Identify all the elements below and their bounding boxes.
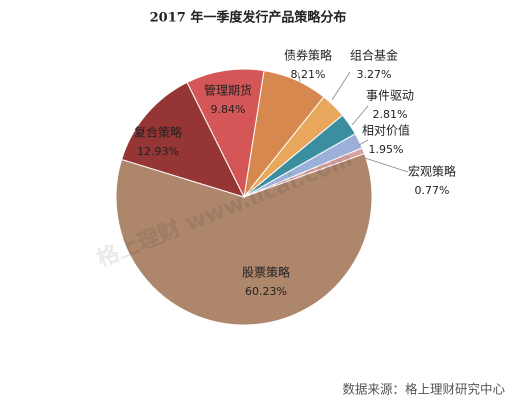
chart-title: 2017 年一季度发行产品策略分布 (150, 10, 347, 26)
pie-slice (186, 68, 265, 199)
value-label: 8.21% (291, 68, 326, 81)
leader-line (331, 71, 351, 101)
leader-line (351, 105, 369, 126)
value-label: 60.23% (245, 285, 287, 298)
slice-label: 复合策略 (134, 125, 182, 140)
value-label: 1.95% (369, 143, 404, 156)
source-note: 数据来源：格上理财研究中心 (342, 382, 505, 397)
pie-slice (115, 153, 373, 326)
leader-line (358, 139, 369, 146)
value-label: 9.84% (211, 103, 246, 116)
value-label: 3.27% (357, 68, 392, 81)
slice-label: 组合基金 (350, 48, 398, 63)
value-label: 0.77% (415, 184, 450, 197)
slice-label: 宏观策略 (408, 164, 456, 179)
leader-line (364, 157, 409, 173)
value-label: 12.93% (137, 145, 179, 158)
slice-label: 债券策略 (284, 48, 332, 63)
pie-slice (120, 81, 245, 198)
pie (115, 68, 373, 326)
slice-label: 相对价值 (362, 123, 410, 138)
leader-line (297, 71, 301, 83)
slice-label: 股票策略 (242, 265, 290, 280)
slice-label: 管理期货 (204, 83, 252, 98)
value-label: 2.81% (373, 108, 408, 121)
slice-label: 事件驱动 (366, 89, 414, 103)
